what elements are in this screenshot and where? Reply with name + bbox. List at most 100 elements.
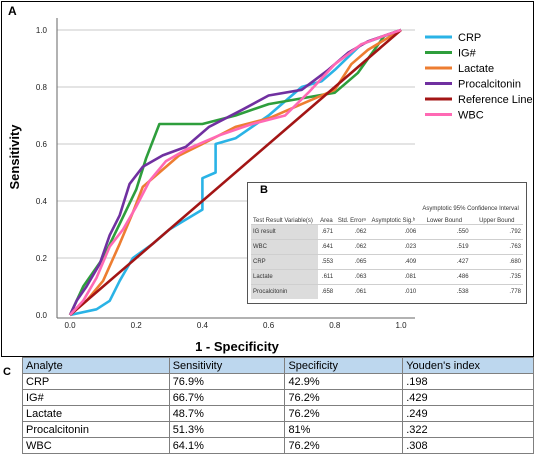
x-tick-label: 0.4 xyxy=(197,321,209,330)
auc-cell: .023 xyxy=(368,239,419,255)
panel-a-label: A xyxy=(8,4,17,18)
auc-cell: .553 xyxy=(317,254,336,270)
summary-col-header: Sensitivity xyxy=(168,357,286,374)
series-line-crp xyxy=(69,28,402,317)
summary-analyte: Lactate xyxy=(22,405,170,422)
auc-cell: .409 xyxy=(368,254,419,270)
summary-cell: 42.9% xyxy=(284,373,404,390)
auc-cell: .778 xyxy=(470,284,523,299)
summary-table-row: CRP 76.9% 42.9% .198 xyxy=(22,373,534,390)
auc-col-header: Upper Bound xyxy=(479,218,515,224)
summary-cell: 76.2% xyxy=(284,437,404,454)
auc-cell: .519 xyxy=(418,239,471,255)
x-tick-label: 0.0 xyxy=(64,321,76,330)
auc-table-row: WBC .641.062.023.519.763 xyxy=(251,239,523,255)
y-tick-label: 0.2 xyxy=(36,254,48,263)
auc-cell: .062 xyxy=(335,239,369,255)
auc-row-label: Lactate xyxy=(251,269,318,285)
summary-cell: 76.9% xyxy=(168,373,286,390)
summary-table-body: CRP 76.9% 42.9% .198 IG# 66.7% 76.2% .429 Lactat… xyxy=(22,373,534,454)
x-tick-label: 1.0 xyxy=(395,321,407,330)
series-line-reference-line xyxy=(69,29,402,316)
x-tick-label: 0.8 xyxy=(329,321,341,330)
auc-cell: .427 xyxy=(418,254,471,270)
y-tick-label: 0.6 xyxy=(36,140,48,149)
auc-cell: .763 xyxy=(470,239,523,255)
auc-cell: .063 xyxy=(335,269,369,285)
summary-cell: 76.2% xyxy=(284,405,404,422)
summary-cell: 48.7% xyxy=(168,405,286,422)
auc-table-row: IG result .671.062.006.550.792 xyxy=(251,224,523,240)
auc-row-label: IG result xyxy=(251,224,318,240)
auc-table-row: CRP .553.065.409.427.680 xyxy=(251,254,523,270)
auc-row-label: Procalcitonin xyxy=(251,284,318,299)
auc-table-body: IG result .671.062.006.550.792 WBC .641.062… xyxy=(251,224,523,299)
panel-a-frame xyxy=(1,1,534,357)
auc-table-row: Procalcitonin .658.061.010.538.778 xyxy=(251,284,523,299)
auc-cell: .065 xyxy=(335,254,369,270)
legend-label: Procalcitonin xyxy=(458,79,521,91)
auc-table-row: Lactate .611.063.081.486.735 xyxy=(251,269,523,285)
auc-cell: .486 xyxy=(418,269,471,285)
summary-cell: 76.2% xyxy=(284,389,404,406)
y-tick-label: 0.0 xyxy=(36,311,48,320)
summary-cell: .249 xyxy=(402,405,534,422)
summary-cell: 64.1% xyxy=(168,437,286,454)
ci-header: Asymptotic 95% Confidence Interval xyxy=(422,206,519,212)
summary-cell: .322 xyxy=(402,421,534,438)
chart-lines xyxy=(68,28,402,317)
auc-col-header: Std. Errorᵃ xyxy=(337,218,366,224)
summary-col-header: Youden's index xyxy=(402,357,534,374)
summary-cell: 51.3% xyxy=(168,421,286,438)
auc-cell: .010 xyxy=(368,284,419,299)
auc-cell: .792 xyxy=(470,224,523,240)
summary-cell: 81% xyxy=(284,421,404,438)
auc-col-header: Area xyxy=(320,218,333,224)
summary-cell: .429 xyxy=(402,389,534,406)
auc-col-header: Lower Bound xyxy=(426,218,463,224)
legend-label: WBC xyxy=(458,110,484,122)
y-axis-label: Sensitivity xyxy=(7,124,22,190)
summary-col-header: Analyte xyxy=(22,357,170,374)
auc-cell: .671 xyxy=(317,224,336,240)
auc-row-label: CRP xyxy=(251,254,318,270)
auc-inset-table: B Asymptotic 95% Confidence Interval Tes… xyxy=(247,182,527,304)
panel-c-label: C xyxy=(3,366,11,378)
y-tick-label: 1.0 xyxy=(36,26,48,35)
summary-table: Analyte Sensitivity Specificity Youden's… xyxy=(22,357,534,454)
summary-table-row: Lactate 48.7% 76.2% .249 xyxy=(22,405,534,422)
x-tick-label: 0.2 xyxy=(131,321,143,330)
auc-cell: .680 xyxy=(470,254,523,270)
auc-row-label: WBC xyxy=(251,239,318,255)
legend-label: Lactate xyxy=(458,63,494,75)
summary-cell: 66.7% xyxy=(168,389,286,406)
summary-cell: .308 xyxy=(402,437,534,454)
auc-cell: .550 xyxy=(418,224,471,240)
auc-col-header: Test Result Variable(s) xyxy=(253,218,313,224)
summary-analyte: CRP xyxy=(22,373,170,390)
series-line-wbc xyxy=(69,28,402,316)
summary-cell: .198 xyxy=(402,373,534,390)
x-tick-label: 0.6 xyxy=(263,321,275,330)
summary-analyte: WBC xyxy=(22,437,170,454)
auc-cell: .061 xyxy=(335,284,369,299)
summary-table-row: WBC 64.1% 76.2% .308 xyxy=(22,437,534,454)
panel-b-label: B xyxy=(260,184,268,196)
summary-analyte: IG# xyxy=(22,389,170,406)
series-line-lactate xyxy=(69,28,402,316)
chart-legend: CRP IG# Lactate Procalcitonin Reference Line… xyxy=(425,32,533,122)
x-axis-label: 1 - Specificity xyxy=(195,339,280,354)
roc-chart: 0.0 0.2 0.4 0.6 0.8 1.0 0.0 0.2 0.4 0.6 0.8 1.0 1 -… xyxy=(7,18,533,354)
y-tick-label: 0.8 xyxy=(36,83,48,92)
legend-label: CRP xyxy=(458,32,481,44)
auc-cell: .641 xyxy=(317,239,336,255)
legend-label: Reference Line xyxy=(458,94,533,106)
auc-cell: .006 xyxy=(368,224,419,240)
auc-cell: .735 xyxy=(470,269,523,285)
sig-header-top xyxy=(368,200,418,212)
auc-cell: .658 xyxy=(317,284,336,299)
chart-ticks: 0.0 0.2 0.4 0.6 0.8 1.0 0.0 0.2 0.4 0.6 0.8 1.0 xyxy=(36,26,407,330)
auc-cell: .081 xyxy=(368,269,419,285)
auc-cell: .611 xyxy=(317,269,336,285)
summary-table-row: IG# 66.7% 76.2% .429 xyxy=(22,389,534,406)
